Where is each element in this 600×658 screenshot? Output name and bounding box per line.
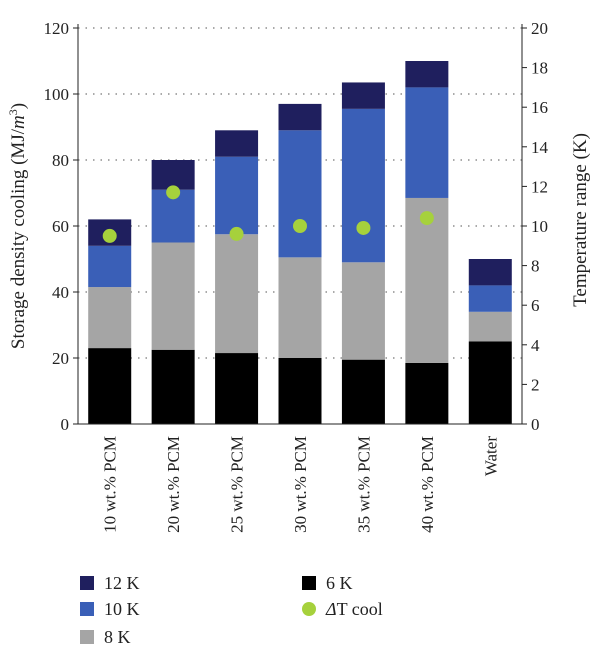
legend-label: 8 K xyxy=(104,627,131,647)
bar-segment xyxy=(405,362,449,424)
left-tick-label: 80 xyxy=(52,151,69,170)
bar-segment xyxy=(215,234,259,354)
legend-swatch xyxy=(302,576,316,590)
x-tick-label: 40 wt.% PCM xyxy=(418,436,437,533)
bar-segment xyxy=(341,108,385,263)
bar-segment xyxy=(278,103,322,131)
left-tick-label: 0 xyxy=(61,415,70,434)
scatter-point xyxy=(166,185,181,200)
bar-segment xyxy=(405,197,449,363)
x-tick-label: 20 wt.% PCM xyxy=(164,436,183,533)
left-tick-label: 60 xyxy=(52,217,69,236)
scatter-point xyxy=(293,219,307,233)
right-tick-label: 18 xyxy=(531,59,548,78)
scatter-series xyxy=(102,185,434,243)
legend-swatch xyxy=(80,576,94,590)
right-axis-tick-labels: 0 2 4 6 8 10 12 14 16 18 20 xyxy=(531,19,549,434)
right-tick-label: 14 xyxy=(531,138,549,157)
bar-segment xyxy=(468,285,512,312)
bar-segment xyxy=(151,349,195,424)
legend-item: 12 K xyxy=(80,573,140,593)
left-tick-label: 100 xyxy=(44,85,70,104)
bar-segment xyxy=(405,87,449,198)
legend-swatch xyxy=(80,602,94,616)
legend-item: 6 K xyxy=(302,573,353,593)
right-tick-label: 2 xyxy=(531,375,540,394)
legend-item: 8 K xyxy=(80,627,131,647)
bar-segment xyxy=(278,358,322,424)
scatter-point xyxy=(419,211,434,226)
bar-segment xyxy=(88,348,132,424)
bar-segment xyxy=(151,242,195,350)
x-tick-label: 30 wt.% PCM xyxy=(291,436,310,533)
right-tick-label: 6 xyxy=(531,296,540,315)
bar-segment xyxy=(215,353,259,424)
legend-label: 6 K xyxy=(326,573,353,593)
right-tick-label: 4 xyxy=(531,336,540,355)
bar-segment xyxy=(278,130,322,258)
bar-segment xyxy=(151,160,195,190)
left-axis-title: Storage density cooling (MJ/m3) xyxy=(6,103,29,349)
scatter-point xyxy=(102,228,117,243)
legend-label: 10 K xyxy=(104,599,140,619)
legend-label: 12 K xyxy=(104,573,140,593)
bar-segment xyxy=(215,130,259,157)
bar-segment xyxy=(341,359,385,424)
bar-segment xyxy=(468,311,512,342)
bar-segment xyxy=(468,341,512,424)
x-axis-tick-labels: 10 wt.% PCM 20 wt.% PCM 25 wt.% PCM 30 wt.%… xyxy=(101,436,501,533)
bar-segment xyxy=(468,259,512,286)
axes xyxy=(73,24,527,425)
scatter-point xyxy=(356,220,371,235)
right-axis-title: Temperature range (K) xyxy=(570,133,591,307)
x-tick-label: 25 wt.% PCM xyxy=(228,436,247,533)
bar-segment xyxy=(88,245,132,288)
x-tick-label: 35 wt.% PCM xyxy=(354,436,373,533)
x-tick-label: 10 wt.% PCM xyxy=(101,436,120,533)
left-tick-label: 20 xyxy=(52,349,69,368)
left-axis-tick-labels: 0 20 40 60 80 100 120 xyxy=(44,19,70,434)
bar-segment xyxy=(88,287,132,349)
legend-marker-circle xyxy=(302,602,316,616)
bar-segment xyxy=(341,262,385,360)
bar-segment xyxy=(341,82,385,109)
bar-segment xyxy=(278,257,322,358)
legend-swatch xyxy=(80,630,94,644)
legend: 12 K 6 K 10 K ΔT cool 8 K xyxy=(80,573,383,647)
legend-item: ΔT cool xyxy=(302,599,383,619)
right-tick-label: 8 xyxy=(531,257,540,276)
bar-segment xyxy=(215,156,259,235)
bar-series xyxy=(88,61,512,424)
x-tick-label: Water xyxy=(481,436,500,476)
right-tick-label: 16 xyxy=(531,98,548,117)
left-tick-label: 120 xyxy=(44,19,70,38)
right-tick-label: 20 xyxy=(531,19,548,38)
right-tick-label: 12 xyxy=(531,177,548,196)
bar-segment xyxy=(405,61,449,88)
legend-item: 10 K xyxy=(80,599,140,619)
right-tick-label: 0 xyxy=(531,415,540,434)
scatter-point xyxy=(229,226,244,241)
left-tick-label: 40 xyxy=(52,283,69,302)
legend-label: ΔT cool xyxy=(325,599,383,619)
right-tick-label: 10 xyxy=(531,217,548,236)
